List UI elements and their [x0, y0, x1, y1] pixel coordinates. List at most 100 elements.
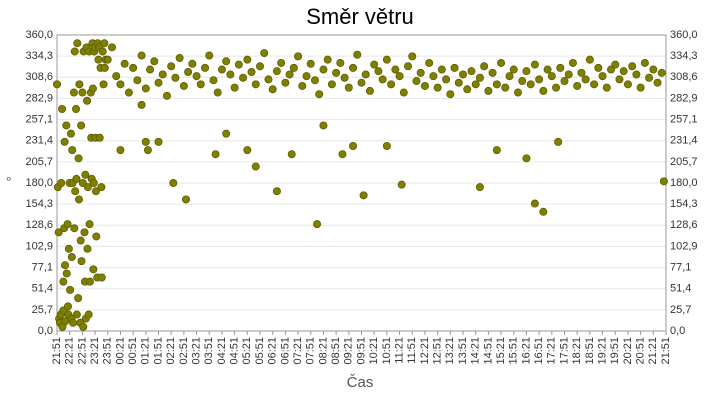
point	[602, 83, 611, 92]
point	[120, 59, 129, 68]
point	[361, 70, 370, 79]
x-tick-label: 07:51	[305, 337, 317, 365]
x-tick-label: 14:21	[470, 337, 482, 365]
point	[74, 154, 83, 163]
x-tick-label: 03:51	[203, 337, 215, 365]
point	[72, 105, 81, 114]
x-tick-label: 05:21	[241, 337, 253, 365]
y2-tick-label: 205,7	[670, 156, 698, 168]
point	[382, 141, 391, 150]
point	[404, 62, 413, 71]
point	[54, 228, 63, 237]
point	[116, 146, 125, 155]
point	[116, 80, 125, 89]
point	[222, 129, 231, 138]
point	[420, 81, 429, 90]
point	[623, 80, 632, 89]
point	[463, 85, 472, 94]
x-tick-label: 20:51	[635, 337, 647, 365]
point	[315, 90, 324, 99]
point	[196, 80, 205, 89]
y2-tick-label: 25,7	[670, 304, 691, 316]
point	[530, 60, 539, 69]
x-tick-label: 22:21	[64, 337, 76, 365]
point	[175, 54, 184, 63]
point	[395, 72, 404, 81]
x-tick-label: 04:51	[229, 337, 241, 365]
y2-tick-label: 102,9	[670, 240, 698, 252]
point	[492, 80, 501, 89]
point	[192, 72, 201, 81]
point	[73, 39, 82, 48]
point	[450, 63, 459, 72]
y2-tick-label: 308,6	[670, 71, 698, 83]
point	[251, 162, 260, 171]
point	[294, 52, 303, 61]
x-tick-label: 16:51	[533, 337, 545, 365]
point	[268, 85, 277, 94]
point	[530, 199, 539, 208]
point	[573, 81, 582, 90]
point	[167, 62, 176, 71]
x-tick-label: 00:51	[127, 337, 139, 365]
point	[397, 180, 406, 189]
x-tick-label: 09:21	[343, 337, 355, 365]
point	[70, 224, 79, 233]
point	[289, 63, 298, 72]
point	[247, 68, 256, 77]
point	[501, 83, 510, 92]
point	[84, 310, 93, 319]
point	[649, 65, 658, 74]
x-tick-label: 22:51	[76, 337, 88, 365]
point	[488, 68, 497, 77]
x-tick-label: 03:21	[190, 337, 202, 365]
point	[158, 70, 167, 79]
point	[636, 83, 645, 92]
point	[179, 81, 188, 90]
y2-tick-label: 51,4	[670, 283, 691, 295]
point	[89, 178, 98, 187]
y2-tick-label: 231,4	[670, 135, 698, 147]
point	[112, 72, 121, 81]
point	[564, 70, 573, 79]
point	[146, 65, 155, 74]
point	[100, 39, 109, 48]
x-tick-label: 18:21	[571, 337, 583, 365]
point	[53, 80, 62, 89]
point	[141, 84, 150, 93]
point	[76, 236, 85, 245]
point	[433, 83, 442, 92]
point	[69, 318, 78, 327]
point	[88, 84, 97, 93]
point	[234, 60, 243, 69]
point	[577, 68, 586, 77]
point	[484, 86, 493, 95]
x-tick-label: 14:51	[482, 337, 494, 365]
y-tick-label: 51,4	[32, 283, 53, 295]
point	[526, 80, 535, 89]
point	[310, 76, 319, 85]
point	[171, 73, 180, 82]
point	[72, 174, 81, 183]
point	[492, 146, 501, 155]
point	[336, 58, 345, 67]
x-tick-label: 23:21	[89, 337, 101, 365]
point	[378, 75, 387, 84]
x-tick-label: 18:51	[584, 337, 596, 365]
point	[349, 141, 358, 150]
point	[539, 86, 548, 95]
point	[154, 137, 163, 146]
point	[209, 76, 218, 85]
point	[522, 67, 531, 76]
point	[63, 302, 72, 311]
point	[543, 65, 552, 74]
point	[475, 183, 484, 192]
point	[83, 96, 92, 105]
point	[75, 80, 84, 89]
point	[230, 83, 239, 92]
point	[513, 88, 522, 97]
point	[217, 65, 226, 74]
x-tick-label: 12:21	[419, 337, 431, 365]
point	[505, 72, 514, 81]
